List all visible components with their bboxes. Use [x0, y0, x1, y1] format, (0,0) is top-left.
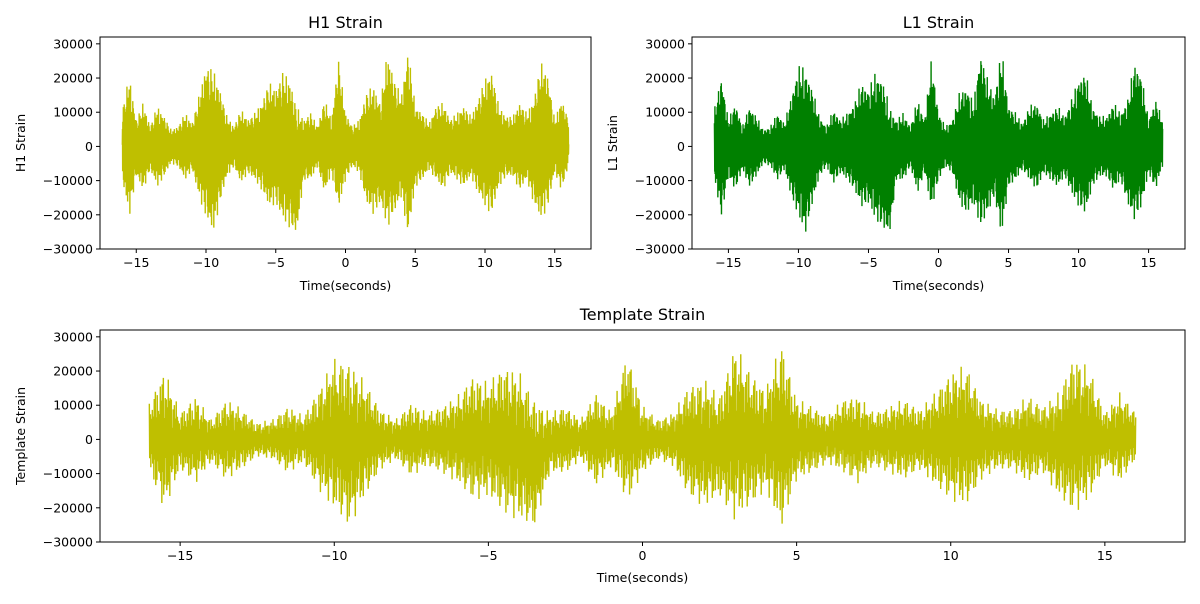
- y-tick-label: 20000: [53, 71, 93, 86]
- y-tick-label: 0: [85, 432, 93, 447]
- x-tick-label: 5: [1005, 255, 1013, 270]
- x-ticks: −15 −10 −5 0 5 10 15: [715, 249, 1157, 270]
- y-tick-label: 0: [677, 139, 685, 154]
- x-tick-label: 15: [547, 255, 563, 270]
- strain-trace-group: [148, 351, 1137, 524]
- y-ticks: −30000 −20000 −10000 0 10000 20000 30000: [43, 329, 100, 550]
- y-tick-label: −30000: [635, 242, 685, 257]
- x-tick-label: 5: [411, 255, 419, 270]
- x-tick-label: −5: [267, 255, 285, 270]
- x-tick-label: −5: [859, 255, 877, 270]
- x-tick-label: 0: [639, 548, 647, 563]
- y-tick-label: 10000: [53, 105, 93, 120]
- x-tick-label: −5: [479, 548, 497, 563]
- y-tick-label: 20000: [645, 71, 685, 86]
- y-tick-label: 20000: [53, 364, 93, 379]
- x-tick-label: −15: [167, 548, 193, 563]
- h1-strain-panel: H1 Strain −15 −10 −5 0 5 10 15 −30000 −20000 −10…: [13, 13, 592, 293]
- y-axis-label: Template Strain: [13, 387, 28, 486]
- y-tick-label: −10000: [43, 173, 93, 188]
- y-tick-label: −20000: [635, 207, 685, 222]
- strain-trace: [713, 61, 1164, 232]
- chart-title: H1 Strain: [308, 13, 383, 32]
- x-tick-label: 15: [1141, 255, 1157, 270]
- y-tick-label: −30000: [43, 242, 93, 257]
- y-tick-label: 30000: [53, 36, 93, 51]
- x-tick-label: 10: [1071, 255, 1087, 270]
- x-tick-label: 5: [793, 548, 801, 563]
- x-tick-label: 10: [943, 548, 959, 563]
- x-tick-label: −15: [123, 255, 149, 270]
- y-ticks: −30000 −20000 −10000 0 10000 20000 30000: [635, 36, 692, 257]
- y-tick-label: −10000: [635, 173, 685, 188]
- strain-trace: [148, 351, 1137, 524]
- x-tick-label: −10: [193, 255, 219, 270]
- y-axis-label: L1 Strain: [605, 115, 620, 171]
- y-tick-label: −20000: [43, 500, 93, 515]
- y-tick-label: 30000: [53, 329, 93, 344]
- strain-trace: [121, 57, 570, 230]
- y-tick-label: 10000: [53, 398, 93, 413]
- x-tick-label: 10: [477, 255, 493, 270]
- y-ticks: −30000 −20000 −10000 0 10000 20000 30000: [43, 36, 100, 257]
- x-tick-label: 15: [1097, 548, 1113, 563]
- y-tick-label: −10000: [43, 466, 93, 481]
- x-ticks: −15 −10 −5 0 5 10 15: [123, 249, 563, 270]
- y-tick-label: 0: [85, 139, 93, 154]
- y-tick-label: 10000: [645, 105, 685, 120]
- x-tick-label: 0: [935, 255, 943, 270]
- x-tick-label: −10: [321, 548, 347, 563]
- x-tick-label: −10: [785, 255, 811, 270]
- chart-title: L1 Strain: [903, 13, 975, 32]
- x-ticks: −15 −10 −5 0 5 10 15: [167, 542, 1113, 563]
- y-tick-label: −20000: [43, 207, 93, 222]
- chart-title: Template Strain: [579, 305, 706, 324]
- x-axis-label: Time(seconds): [299, 278, 391, 293]
- template-strain-panel: Template Strain −15 −10 −5 0 5 10 15 −30000 −20…: [13, 305, 1186, 585]
- strain-trace-group: [121, 57, 570, 230]
- y-axis-label: H1 Strain: [13, 114, 28, 172]
- l1-strain-panel: L1 Strain −15 −10 −5 0 5 10 15 −30000 −20000 −10…: [605, 13, 1186, 293]
- strain-trace-group: [713, 61, 1164, 232]
- y-tick-label: 30000: [645, 36, 685, 51]
- x-tick-label: 0: [342, 255, 350, 270]
- x-tick-label: −15: [715, 255, 741, 270]
- x-axis-label: Time(seconds): [892, 278, 984, 293]
- x-axis-label: Time(seconds): [596, 570, 688, 585]
- y-tick-label: −30000: [43, 535, 93, 550]
